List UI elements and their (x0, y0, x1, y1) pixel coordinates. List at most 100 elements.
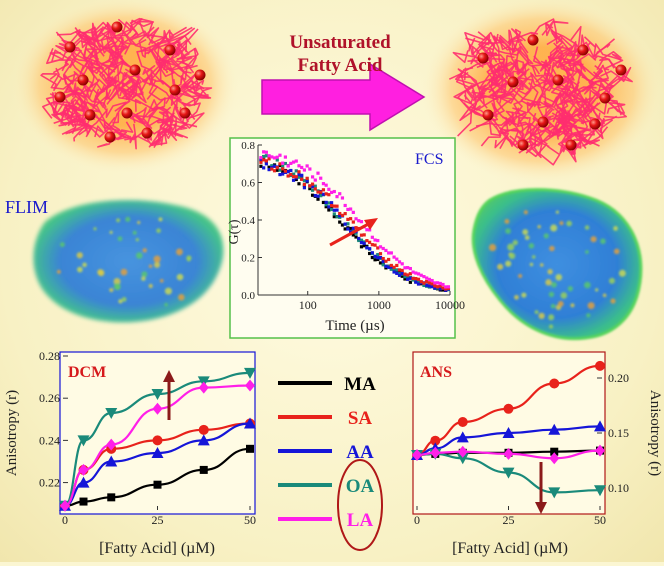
flim-speckle (109, 230, 113, 234)
flim-speckle (137, 220, 141, 225)
flim-speckle (559, 221, 564, 226)
polymer-strand (191, 79, 213, 106)
fcs-data-point (422, 275, 426, 279)
fcs-data-point (357, 236, 361, 241)
micelle-core-bead (589, 118, 601, 130)
fcs-chart-title: FCS (415, 151, 443, 168)
polymer-strand (560, 111, 582, 148)
fcs-y-tick-label: 0.0 (241, 290, 255, 302)
fcs-data-point (302, 168, 307, 172)
ans-y-tick-label: 0.15 (608, 426, 629, 440)
flim-speckle (156, 228, 161, 234)
fcs-data-point (324, 183, 328, 187)
fcs-data-point (376, 253, 380, 257)
flim-speckle (76, 252, 83, 259)
micelle-core-bead (111, 21, 123, 33)
dcm-chart: DCM 0 25 50 0.22 0.24 0.26 0.28 Anisotropy (r)… (4, 349, 256, 557)
polymer-strand (136, 48, 162, 82)
polymer-strand (128, 73, 147, 104)
ans-data-point-aa (502, 427, 515, 438)
flim-speckle (555, 273, 563, 281)
flim-speckle (109, 287, 114, 293)
legend-label-oa: OA (346, 476, 375, 497)
polymer-strand (181, 79, 201, 100)
flim-speckle (586, 313, 591, 318)
fcs-data-point (329, 207, 334, 212)
fcs-data-point (441, 286, 445, 290)
fcs-data-point (267, 154, 271, 158)
polymer-strand (140, 34, 170, 52)
ans-data-point-oa (456, 453, 469, 465)
micelle-core-bead (517, 139, 529, 151)
fcs-data-point (425, 283, 429, 287)
fcs-data-point (291, 178, 296, 182)
fcs-data-point (278, 168, 282, 172)
micelle-core-bead (552, 74, 564, 86)
fcs-data-point (346, 217, 350, 221)
fcs-data-point (359, 233, 364, 237)
fcs-data-point (438, 287, 442, 291)
fcs-data-point (305, 179, 309, 183)
fcs-data-point (416, 277, 421, 281)
fcs-data-point (332, 212, 336, 216)
ans-y-tick-label: 0.20 (608, 371, 629, 385)
fcs-data-point (291, 172, 296, 176)
dcm-data-point-aa (77, 476, 90, 488)
micelle-core-bead (169, 84, 181, 96)
flim-speckle (566, 220, 573, 227)
ans-data-point-oa (502, 467, 515, 479)
dcm-data-point-aa (151, 447, 164, 459)
legend-label-aa: AA (346, 442, 374, 463)
polymer-strand (47, 100, 86, 124)
fcs-data-point (308, 167, 312, 171)
fcs-data-point (441, 282, 445, 287)
ans-x-tick-label: 50 (594, 513, 606, 527)
fcs-data-point (416, 282, 421, 286)
fcs-data-point (281, 172, 285, 176)
fcs-data-point (300, 173, 304, 177)
fcs-data-point (403, 275, 407, 279)
polymer-strand (130, 30, 167, 55)
polymer-strand (105, 101, 127, 124)
fcs-data-point (338, 220, 342, 224)
dcm-data-point-ma (107, 493, 116, 502)
polymer-strand (465, 34, 498, 63)
flim-speckle (505, 228, 511, 234)
flim-speckle (141, 271, 148, 278)
dcm-x-tick-label: 0 (62, 513, 68, 527)
flim-speckle (497, 263, 504, 270)
fcs-data-point (343, 212, 347, 216)
polymer-strand (150, 106, 177, 137)
ans-y-axis-label: Anisotropy (r) (647, 390, 663, 476)
fcs-data-point (370, 243, 374, 247)
legend-label-la: LA (347, 510, 374, 531)
polymer-strand (131, 69, 179, 109)
fcs-data-point (324, 205, 328, 209)
fcs-data-point (370, 255, 374, 260)
polymer-strand (153, 123, 188, 148)
polymer-strand (181, 90, 212, 106)
flim-speckle (512, 239, 518, 246)
fcs-x-tick-label: 10000 (435, 298, 465, 312)
arrow-right-icon (261, 62, 426, 132)
fcs-data-point (310, 193, 315, 197)
micelle-core-bead (64, 41, 76, 53)
fcs-data-point (335, 204, 339, 208)
fcs-data-point (427, 281, 431, 285)
dcm-data-point-la (106, 438, 117, 451)
dcm-data-point-aa (197, 434, 210, 446)
ans-y-tick-label: 0.10 (608, 481, 629, 495)
fcs-data-point (365, 228, 369, 232)
fcs-data-point (313, 193, 317, 198)
flim-speckle (545, 279, 552, 286)
fcs-data-point (316, 190, 320, 194)
fcs-data-point (286, 164, 290, 168)
fcs-data-point (359, 238, 364, 242)
fcs-x-axis-label: Time (µs) (325, 318, 384, 334)
polymer-strand (499, 31, 539, 46)
dcm-data-point-oa (244, 367, 256, 379)
fcs-data-point (395, 271, 399, 275)
polymer-strand (89, 24, 119, 60)
polymer-strand (176, 55, 196, 74)
fcs-data-point (338, 215, 342, 219)
